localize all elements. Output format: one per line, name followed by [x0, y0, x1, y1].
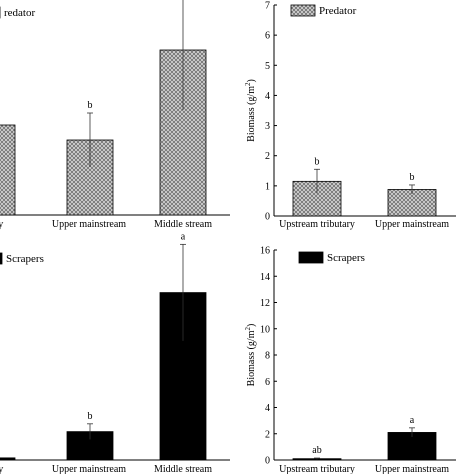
y-tick-label: 6: [265, 377, 270, 388]
y-axis-label: Biomass (g/m2): [244, 324, 257, 387]
y-tick-label: 10: [260, 324, 270, 335]
y-tick-label: 5: [265, 61, 270, 72]
significance-letter: a: [410, 415, 415, 426]
significance-letter: a: [181, 231, 186, 242]
y-tick-label: 2: [265, 151, 270, 162]
legend-label: Scrapers: [327, 252, 365, 264]
legend: Scrapers: [0, 252, 44, 265]
category-label: Middle stream: [154, 219, 212, 230]
legend-label: redator: [4, 7, 35, 19]
y-tick-label: 0: [265, 212, 270, 223]
scrapers-chart-right: 0 2 4 6 8 10 12 14 16 Biomass (g/m2) ab a Upstream t…: [244, 246, 456, 474]
legend: redator: [0, 6, 35, 19]
predator-chart-right: 0 1 2 3 4 5 6 7 Biomass (g/m2) b b Upstream tributa…: [244, 1, 456, 230]
y-tick-label: 3: [265, 121, 270, 132]
significance-letter: b: [88, 411, 93, 422]
y-tick-label: 8: [265, 351, 270, 362]
category-label: tributary: [0, 219, 3, 230]
legend: Scrapers: [298, 251, 365, 264]
y-tick-label: 14: [260, 272, 270, 283]
category-label: Middle stream: [154, 464, 212, 474]
y-axis-label: Biomass (g/m2): [244, 79, 257, 142]
category-label: Upper mainstream: [375, 464, 449, 474]
significance-letter: b: [88, 100, 93, 111]
y-tick-label: 12: [260, 298, 270, 309]
y-tick-label: 0: [265, 456, 270, 467]
category-label: tributary: [0, 464, 3, 474]
legend-label: Predator: [319, 5, 357, 17]
y-tick-label: 2: [265, 429, 270, 440]
category-label: Upper mainstream: [375, 219, 449, 230]
y-tick-label: 4: [265, 403, 270, 414]
bar: [0, 457, 16, 461]
legend-swatch: [0, 252, 3, 265]
y-tick-label: 7: [265, 1, 270, 12]
y-tick-label: 16: [260, 246, 270, 257]
significance-letter: b: [315, 156, 320, 167]
category-label: Upper mainstream: [52, 464, 126, 474]
legend: Predator: [290, 4, 357, 17]
significance-letter: ab: [312, 445, 321, 456]
category-label: Upper mainstream: [52, 219, 126, 230]
bar: [0, 124, 16, 216]
scrapers-chart-left: b a tributary Upper mainstream Middle stream…: [0, 231, 230, 474]
category-label: Upstream tributary: [279, 464, 355, 474]
legend-label: Scrapers: [6, 253, 44, 265]
legend-swatch: [290, 4, 316, 17]
y-tick-label: 1: [265, 181, 270, 192]
legend-swatch: [298, 251, 324, 264]
category-label: Upstream tributary: [279, 219, 355, 230]
y-tick-label: 6: [265, 31, 270, 42]
y-tick-label: 4: [265, 91, 270, 102]
significance-letter: b: [410, 172, 415, 183]
